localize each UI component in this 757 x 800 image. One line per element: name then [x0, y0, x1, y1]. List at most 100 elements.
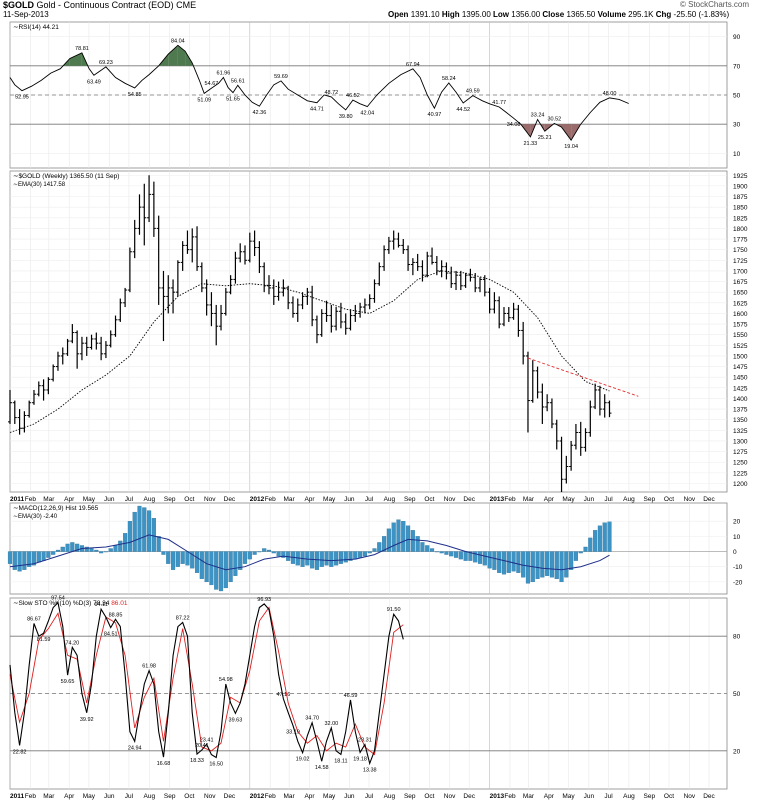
rsi-point-label: 61.96	[217, 71, 231, 77]
x-tick-label: Nov	[204, 793, 216, 800]
macd-hist-bar	[271, 551, 276, 554]
macd-hist-bar	[84, 546, 89, 552]
rsi-point-label: 67.94	[406, 62, 420, 68]
x-tick-label: May	[562, 793, 575, 800]
sto-point-label: 24.94	[128, 745, 142, 751]
sto-point-label: 16.50	[209, 761, 223, 767]
sto-point-label: 46.59	[344, 693, 358, 699]
sto-point-label: 59.65	[61, 679, 75, 685]
x-tick-label: Mar	[284, 793, 296, 800]
sto-point-label: 86.67	[27, 616, 41, 622]
x-tick-label: Feb	[504, 793, 516, 800]
macd-hist-bar	[60, 546, 65, 552]
macd-hist-bar	[127, 521, 132, 552]
sto-point-label: 14.58	[315, 765, 329, 771]
y-tick-label: 30	[733, 122, 741, 129]
sto-point-label: 18.11	[334, 758, 347, 764]
y-tick-label: 1450	[733, 375, 748, 382]
rsi-overbought-fill	[69, 52, 82, 66]
macd-hist-bar	[358, 551, 363, 558]
x-tick-label: Sep	[164, 496, 176, 503]
price-legend: ∼$GOLD (Weekly) 1365.50 (11 Sep)	[13, 173, 119, 180]
x-tick-label: Nov	[684, 496, 696, 503]
macd-hist-bar	[468, 551, 473, 561]
x-tick-label: Jun	[344, 793, 355, 800]
y-tick-label: 0	[733, 549, 737, 556]
rsi-point-label: 33.24	[531, 112, 545, 118]
macd-hist-bar	[156, 536, 161, 552]
macd-hist-bar	[540, 551, 545, 578]
macd-hist-bar	[593, 530, 598, 552]
macd-hist-bar	[338, 551, 343, 564]
x-tick-label: Apr	[544, 793, 555, 800]
x-tick-label: Jul	[604, 793, 613, 800]
macd-hist-bar	[559, 551, 564, 583]
panel-frame-price	[9, 170, 728, 493]
sto-point-label: 19.02	[296, 757, 310, 763]
macd-hist-bar	[55, 549, 61, 552]
rsi-overbought-fill	[177, 45, 186, 66]
rsi-point-label: 69.23	[99, 60, 113, 66]
macd-hist-bar	[161, 551, 166, 555]
quote-line: Open 1391.10 High 1395.00 Low 1356.00 Cl…	[388, 10, 729, 19]
x-tick-label: Jul	[365, 793, 374, 800]
macd-hist-bar	[228, 551, 233, 583]
macd-hist-bar	[99, 551, 104, 554]
y-tick-label: 90	[733, 34, 741, 41]
x-tick-label: Dec	[463, 793, 475, 800]
x-tick-label: Oct	[424, 793, 434, 800]
x-tick-label: Mar	[284, 496, 296, 503]
macd-hist-bar	[7, 551, 13, 564]
rsi-point-label: 30.52	[547, 116, 561, 122]
y-tick-label: 1875	[733, 194, 748, 201]
rsi-point-label: 40.97	[428, 112, 442, 118]
x-tick-label: May	[323, 793, 336, 800]
macd-hist-bar	[463, 551, 468, 561]
sto-point-label: 47.16	[276, 692, 290, 698]
x-tick-label: May	[562, 496, 575, 503]
macd-hist-bar	[458, 551, 463, 560]
x-tick-label: Dec	[703, 496, 715, 503]
macd-hist-bar	[204, 551, 209, 583]
macd-hist-bar	[247, 551, 252, 560]
y-tick-label: 1725	[733, 258, 748, 265]
x-tick-label: Sep	[404, 496, 416, 503]
x-tick-label: Oct	[424, 496, 434, 503]
rsi-point-label: 51.09	[197, 97, 211, 103]
x-tick-label: Apr	[304, 793, 315, 800]
macd-hist-bar	[405, 525, 411, 552]
macd-hist-bar	[497, 551, 502, 573]
macd-hist-bar	[607, 521, 612, 552]
x-tick-label: 2013	[490, 793, 505, 800]
macd-hist-bar	[166, 551, 171, 564]
y-tick-label: 80	[733, 634, 741, 641]
x-tick-label: Apr	[64, 793, 75, 800]
sto-d-value: 86.01	[111, 600, 128, 607]
macd-hist-bar	[377, 542, 382, 552]
macd-hist-bar	[314, 551, 320, 570]
x-tick-label: 2013	[490, 496, 505, 503]
y-tick-label: 1675	[733, 279, 748, 286]
macd-hist-bar	[564, 551, 569, 578]
sto-point-label: 94.11	[94, 602, 107, 608]
x-tick-label: Nov	[204, 496, 216, 503]
sto-point-label: 34.70	[305, 716, 319, 722]
macd-hist-bar	[492, 551, 497, 570]
macd-hist-bar	[262, 548, 267, 552]
macd-hist-bar	[123, 533, 128, 552]
sto-point-label: 39.63	[229, 717, 243, 723]
rsi-point-label: 46.52	[346, 93, 360, 99]
macd-hist-bar	[17, 551, 22, 572]
x-tick-label: Sep	[644, 793, 656, 800]
macd-signal-line	[9, 534, 610, 571]
y-tick-label: 1475	[733, 364, 748, 371]
y-tick-label: 1775	[733, 237, 748, 244]
open-value: 1391.10	[410, 10, 440, 19]
x-tick-label: Sep	[644, 496, 656, 503]
macd-hist-bar	[343, 551, 348, 563]
x-tick-label: Mar	[523, 496, 535, 503]
rsi-point-label: 56.61	[231, 78, 245, 84]
macd-hist-bar	[180, 551, 185, 564]
macd-hist-bar	[27, 551, 32, 567]
